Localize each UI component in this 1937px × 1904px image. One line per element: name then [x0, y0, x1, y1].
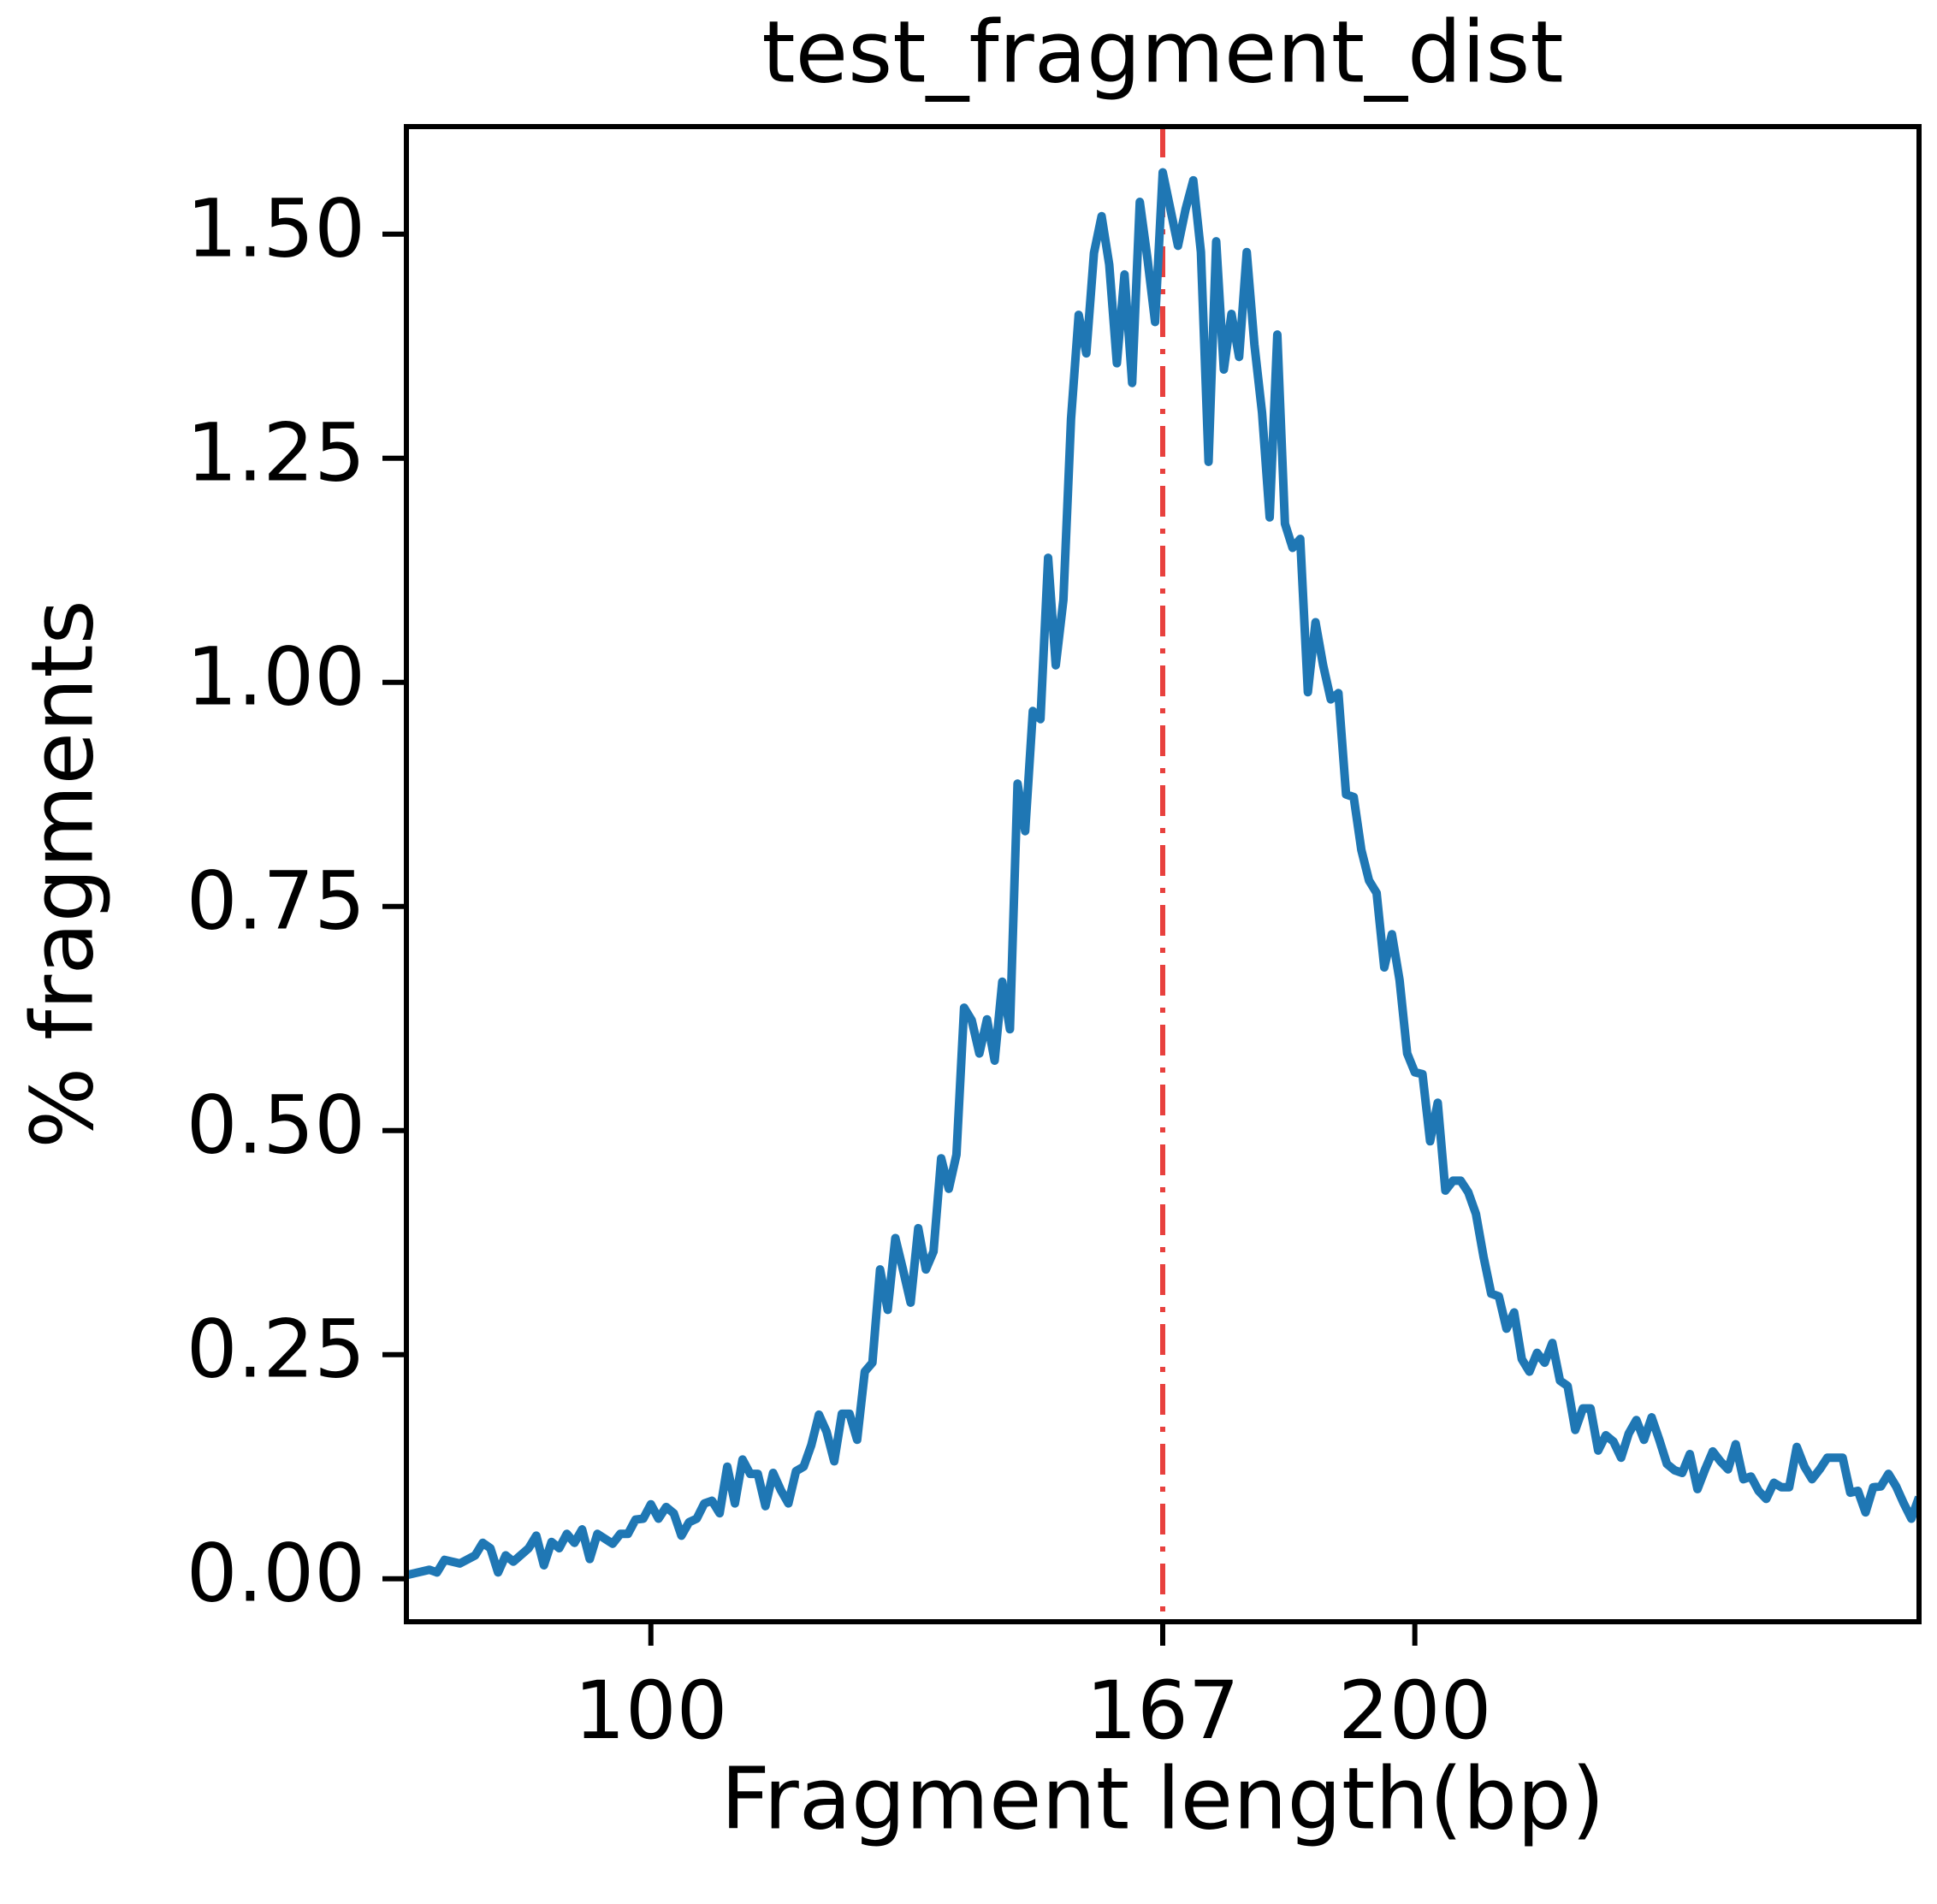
x-axis-label: Fragment length(bp) — [720, 1748, 1604, 1848]
x-tick-label: 200 — [1338, 1665, 1491, 1758]
y-tick-label: 0.25 — [187, 1304, 365, 1397]
y-axis-label: % fragments — [12, 600, 112, 1149]
x-tick-label: 167 — [1086, 1665, 1239, 1758]
x-tick-label: 100 — [574, 1665, 727, 1758]
chart-title: test_fragment_dist — [761, 2, 1563, 102]
data-line — [406, 168, 1919, 1580]
plot-frame — [404, 124, 1922, 1624]
y-tick-label: 1.25 — [187, 407, 365, 500]
y-tick-label: 1.50 — [187, 183, 365, 276]
y-tick-label: 0.50 — [187, 1079, 365, 1173]
y-tick-label: 0.75 — [187, 855, 365, 949]
y-tick-label: 0.00 — [187, 1528, 365, 1621]
y-tick-label: 1.00 — [187, 631, 365, 724]
